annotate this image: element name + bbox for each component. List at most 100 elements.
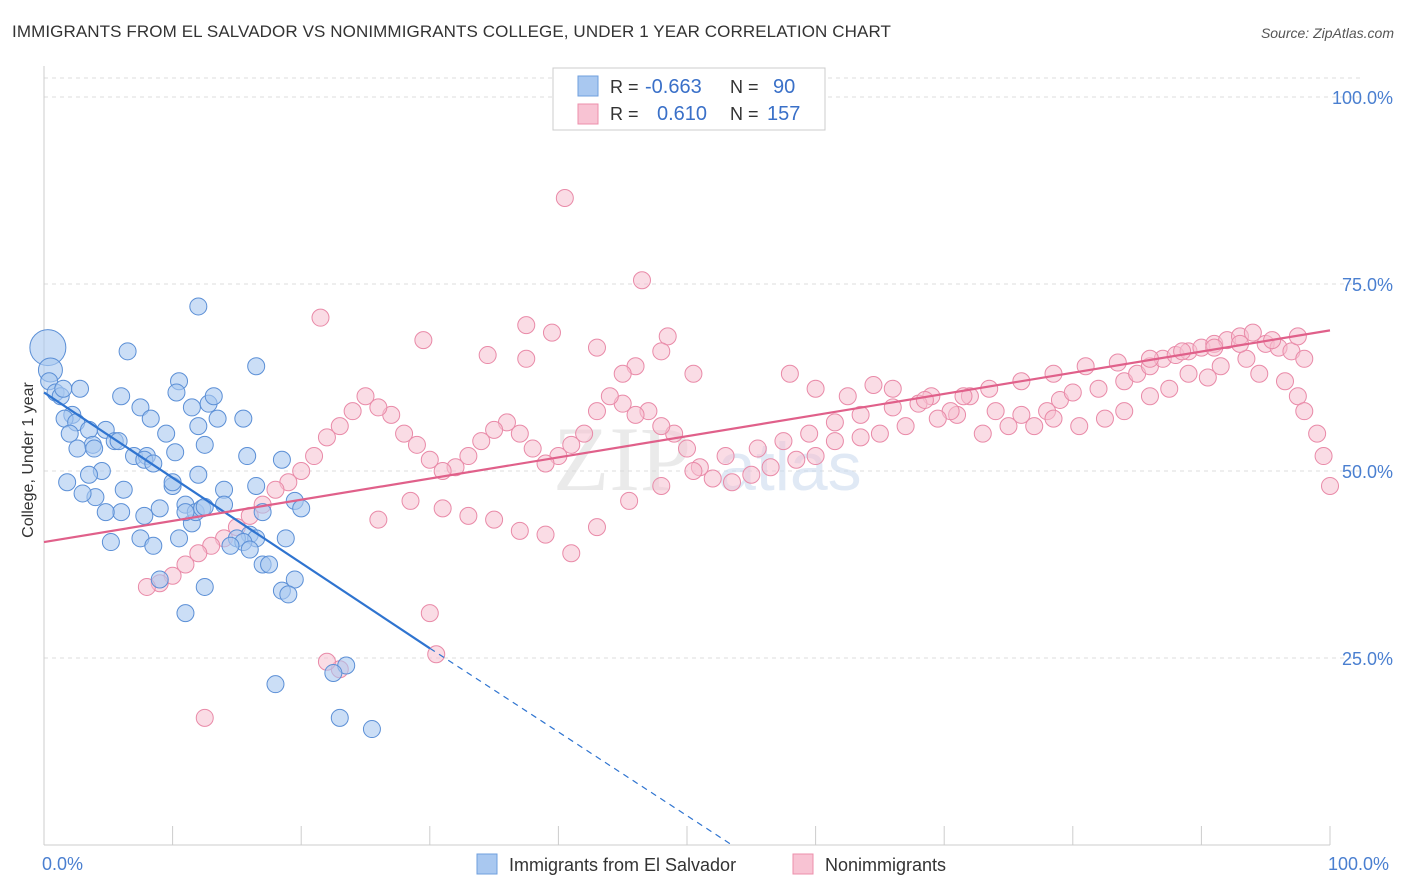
nonimmigrants-point xyxy=(999,417,1018,436)
nonimmigrants-point xyxy=(523,439,542,458)
nonimmigrants-point xyxy=(684,364,703,383)
nonimmigrants-point xyxy=(459,447,478,466)
el-salvador-point xyxy=(330,708,349,727)
el-salvador-point xyxy=(85,439,104,458)
stats-legend: R = -0.663 N = 90 R = 0.610 N = 157 xyxy=(552,67,826,131)
el-salvador-point xyxy=(182,398,201,417)
el-salvador-point xyxy=(195,435,214,454)
nonimmigrants-point xyxy=(1275,372,1294,391)
el-salvador-point xyxy=(167,383,186,402)
nonimmigrants-point xyxy=(1295,349,1314,368)
nonimmigrants-point xyxy=(1140,387,1159,406)
nonimmigrants-point xyxy=(825,432,844,451)
nonimmigrants-point xyxy=(369,398,388,417)
nonimmigrants-point xyxy=(587,338,606,357)
nonimmigrants-point xyxy=(478,346,497,365)
nonimmigrants-point xyxy=(613,364,632,383)
el-salvador-point xyxy=(324,663,343,682)
nonimmigrants-point xyxy=(658,327,677,346)
nonimmigrants-point xyxy=(800,424,819,443)
nonimmigrants-point xyxy=(825,413,844,432)
nonimmigrants-point xyxy=(562,544,581,563)
el-salvador-point xyxy=(141,409,160,428)
el-salvador-point xyxy=(234,409,253,428)
el-salvador-point xyxy=(189,417,208,436)
el-salvador-point xyxy=(96,503,115,522)
nonimmigrants-point xyxy=(562,435,581,454)
nonimmigrants-point xyxy=(883,379,902,398)
chart-source: Source: ZipAtlas.com xyxy=(1260,25,1394,41)
nonimmigrants-point xyxy=(626,405,645,424)
nonimmigrants-point xyxy=(555,188,574,207)
nonimmigrants-point xyxy=(485,420,504,439)
grid-lines xyxy=(44,77,1360,659)
nonimmigrants-point xyxy=(517,349,536,368)
nonimmigrants-point xyxy=(433,499,452,518)
el-salvador-point xyxy=(58,473,77,492)
stats-legend-r-value-pink: 0.610 xyxy=(657,103,707,125)
watermark-zip: ZIP xyxy=(553,408,691,510)
nonimmigrants-trend-line xyxy=(43,329,1331,544)
nonimmigrants-point xyxy=(542,323,561,342)
el-salvador-series xyxy=(29,297,381,739)
el-salvador-point xyxy=(60,424,79,443)
stats-legend-r-label-pink: R = xyxy=(610,104,639,124)
stats-legend-swatch-pink xyxy=(577,103,599,125)
nonimmigrants-point xyxy=(806,379,825,398)
nonimmigrants-point xyxy=(305,447,324,466)
nonimmigrants-point xyxy=(517,316,536,335)
nonimmigrants-point xyxy=(395,424,414,443)
nonimmigrants-point xyxy=(928,409,947,428)
el-salvador-point xyxy=(285,570,304,589)
nonimmigrants-point xyxy=(414,331,433,350)
el-salvador-point xyxy=(135,506,154,525)
nonimmigrants-point xyxy=(401,491,420,510)
nonimmigrants-point xyxy=(632,271,651,290)
el-salvador-point xyxy=(189,297,208,316)
el-salvador-point xyxy=(208,409,227,428)
el-salvador-point xyxy=(131,398,150,417)
nonimmigrants-point xyxy=(1243,323,1262,342)
nonimmigrants-point xyxy=(896,417,915,436)
el-salvador-point xyxy=(80,420,99,439)
nonimmigrants-point xyxy=(652,476,671,495)
nonimmigrants-point xyxy=(1108,353,1127,372)
el-salvador-point xyxy=(195,497,214,516)
nonimmigrants-point xyxy=(1321,476,1339,495)
nonimmigrants-point xyxy=(780,364,799,383)
nonimmigrants-point xyxy=(748,439,767,458)
nonimmigrants-point xyxy=(851,405,870,424)
stats-legend-n-value-pink: 157 xyxy=(767,103,800,125)
nonimmigrants-point xyxy=(1179,364,1198,383)
nonimmigrants-point xyxy=(536,525,555,544)
nonimmigrants-point xyxy=(575,424,594,443)
el-salvador-point xyxy=(112,387,131,406)
y-tick-labels: 25.0% 50.0% 75.0% 100.0% xyxy=(1332,88,1393,669)
nonimmigrants-point xyxy=(485,510,504,529)
nonimmigrants-point xyxy=(1025,417,1044,436)
nonimmigrants-point xyxy=(266,480,285,499)
nonimmigrants-point xyxy=(587,518,606,537)
nonimmigrants-point xyxy=(1044,409,1063,428)
el-salvador-point xyxy=(276,529,295,548)
nonimmigrants-point xyxy=(723,473,742,492)
nonimmigrants-point xyxy=(459,506,478,525)
chart-title: IMMIGRANTS FROM EL SALVADOR VS NONIMMIGR… xyxy=(12,22,891,41)
nonimmigrants-point xyxy=(369,510,388,529)
el-salvador-point xyxy=(101,533,120,552)
nonimmigrants-point xyxy=(1237,349,1256,368)
nonimmigrants-point xyxy=(317,428,336,447)
el-salvador-point xyxy=(215,480,234,499)
nonimmigrants-point xyxy=(678,439,696,458)
nonimmigrants-point xyxy=(864,375,883,394)
nonimmigrants-point xyxy=(1295,402,1314,421)
nonimmigrants-point xyxy=(787,450,806,469)
nonimmigrants-point xyxy=(1173,342,1192,361)
nonimmigrants-point xyxy=(292,462,311,480)
el-salvador-point xyxy=(150,570,169,589)
nonimmigrants-point xyxy=(330,417,349,436)
el-salvador-point xyxy=(247,357,266,376)
el-salvador-point xyxy=(157,424,176,443)
el-salvador-point xyxy=(176,604,195,623)
